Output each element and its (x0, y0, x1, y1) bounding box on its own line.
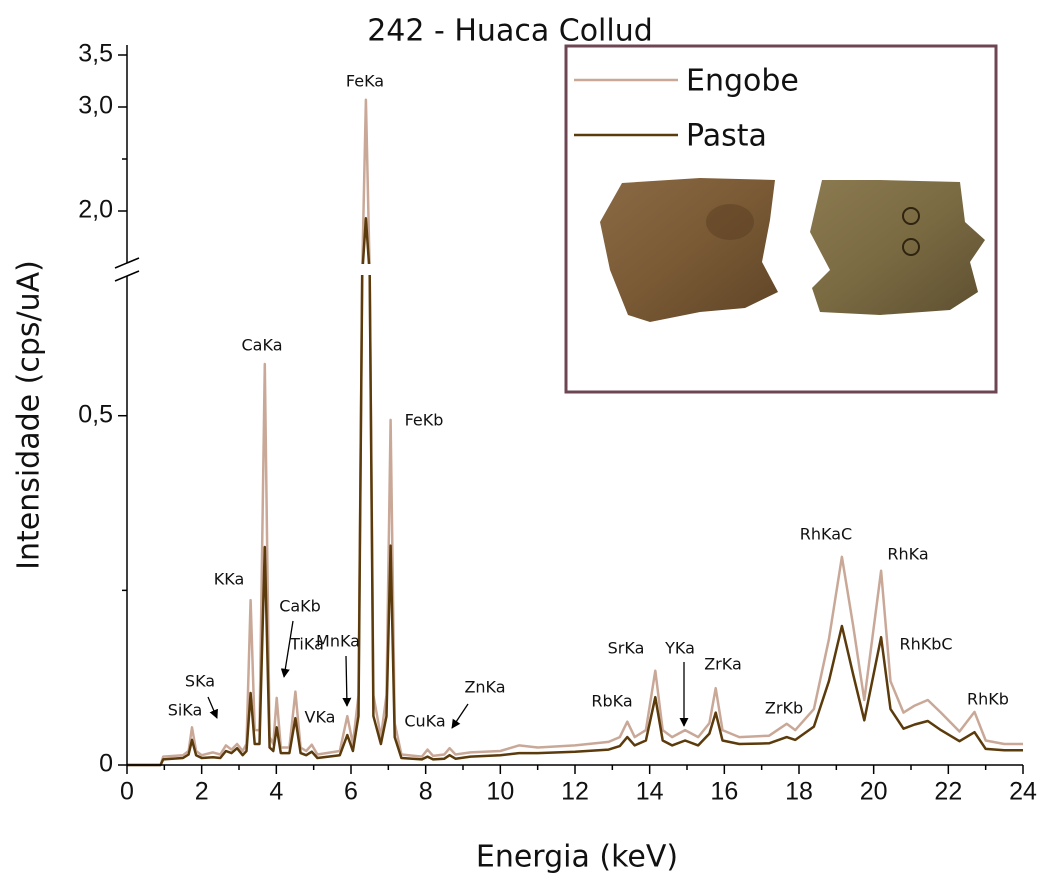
sample-spot (902, 207, 920, 225)
peak-label: CuKa (404, 712, 445, 731)
peak-label: ZrKb (765, 699, 803, 718)
peak-label: ZrKa (704, 655, 742, 674)
y-axis-label: Intensidade (cps/uA) (12, 260, 47, 570)
peak-arrow (342, 655, 352, 707)
peak-label: RbKa (591, 692, 632, 711)
sherd-image (600, 178, 778, 322)
peak-label: SiKa (168, 701, 203, 720)
peak-arrow (280, 620, 294, 678)
y-tick-label: 3,5 (78, 40, 113, 68)
x-tick-label: 18 (785, 778, 813, 806)
peak-label: ZnKa (464, 678, 505, 697)
series-line (127, 217, 1023, 767)
peak-label: MnKa (316, 632, 360, 651)
x-tick-label: 10 (486, 778, 514, 806)
y-tick-label: 0 (99, 750, 113, 778)
chart-title: 242 - Huaca Collud (367, 14, 653, 49)
series-line (127, 98, 1023, 767)
legend-label: Engobe (686, 64, 799, 99)
peak-label: VKa (305, 708, 336, 727)
x-tick-label: 6 (344, 778, 358, 806)
peak-label: SrKa (608, 639, 645, 658)
sherd-image (810, 180, 985, 315)
axis-break-mark (114, 257, 140, 269)
peak-label: FeKa (346, 72, 384, 91)
x-tick-label: 2 (195, 778, 209, 806)
peak-label: TiKa (289, 635, 324, 654)
x-tick-label: 20 (860, 778, 888, 806)
peak-label: RhKa (887, 545, 928, 564)
peak-label: RhKb (967, 690, 1009, 709)
peak-arrow (207, 696, 218, 719)
x-tick-label: 0 (120, 778, 134, 806)
peak-label: RhKaC (800, 525, 852, 544)
legend: Engobe Pasta (564, 44, 998, 394)
legend-label: Pasta (686, 119, 767, 154)
x-tick-label: 14 (636, 778, 664, 806)
peak-arrow (451, 703, 469, 729)
axis-break-mark (114, 270, 140, 282)
y-tick-label: 3,0 (78, 92, 113, 120)
peak-label: RhKbC (899, 635, 952, 654)
peak-label: CaKa (242, 336, 283, 355)
peak-label: YKa (664, 639, 695, 658)
x-tick-label: 16 (710, 778, 738, 806)
x-axis-label: Energia (keV) (476, 840, 678, 875)
peak-label: SKa (185, 672, 215, 691)
peak-label: FeKb (405, 411, 444, 430)
x-tick-label: 8 (419, 778, 433, 806)
y-tick-label: 2,0 (78, 196, 113, 224)
peak-label: CaKb (279, 597, 321, 616)
sample-spot (902, 238, 920, 256)
x-tick-label: 24 (1009, 778, 1037, 806)
sherd-stain (706, 204, 754, 240)
x-tick-label: 4 (269, 778, 283, 806)
y-tick-label: 0,5 (78, 400, 113, 428)
peak-label: KKa (214, 570, 245, 589)
x-tick-label: 22 (934, 778, 962, 806)
x-tick-label: 12 (561, 778, 589, 806)
